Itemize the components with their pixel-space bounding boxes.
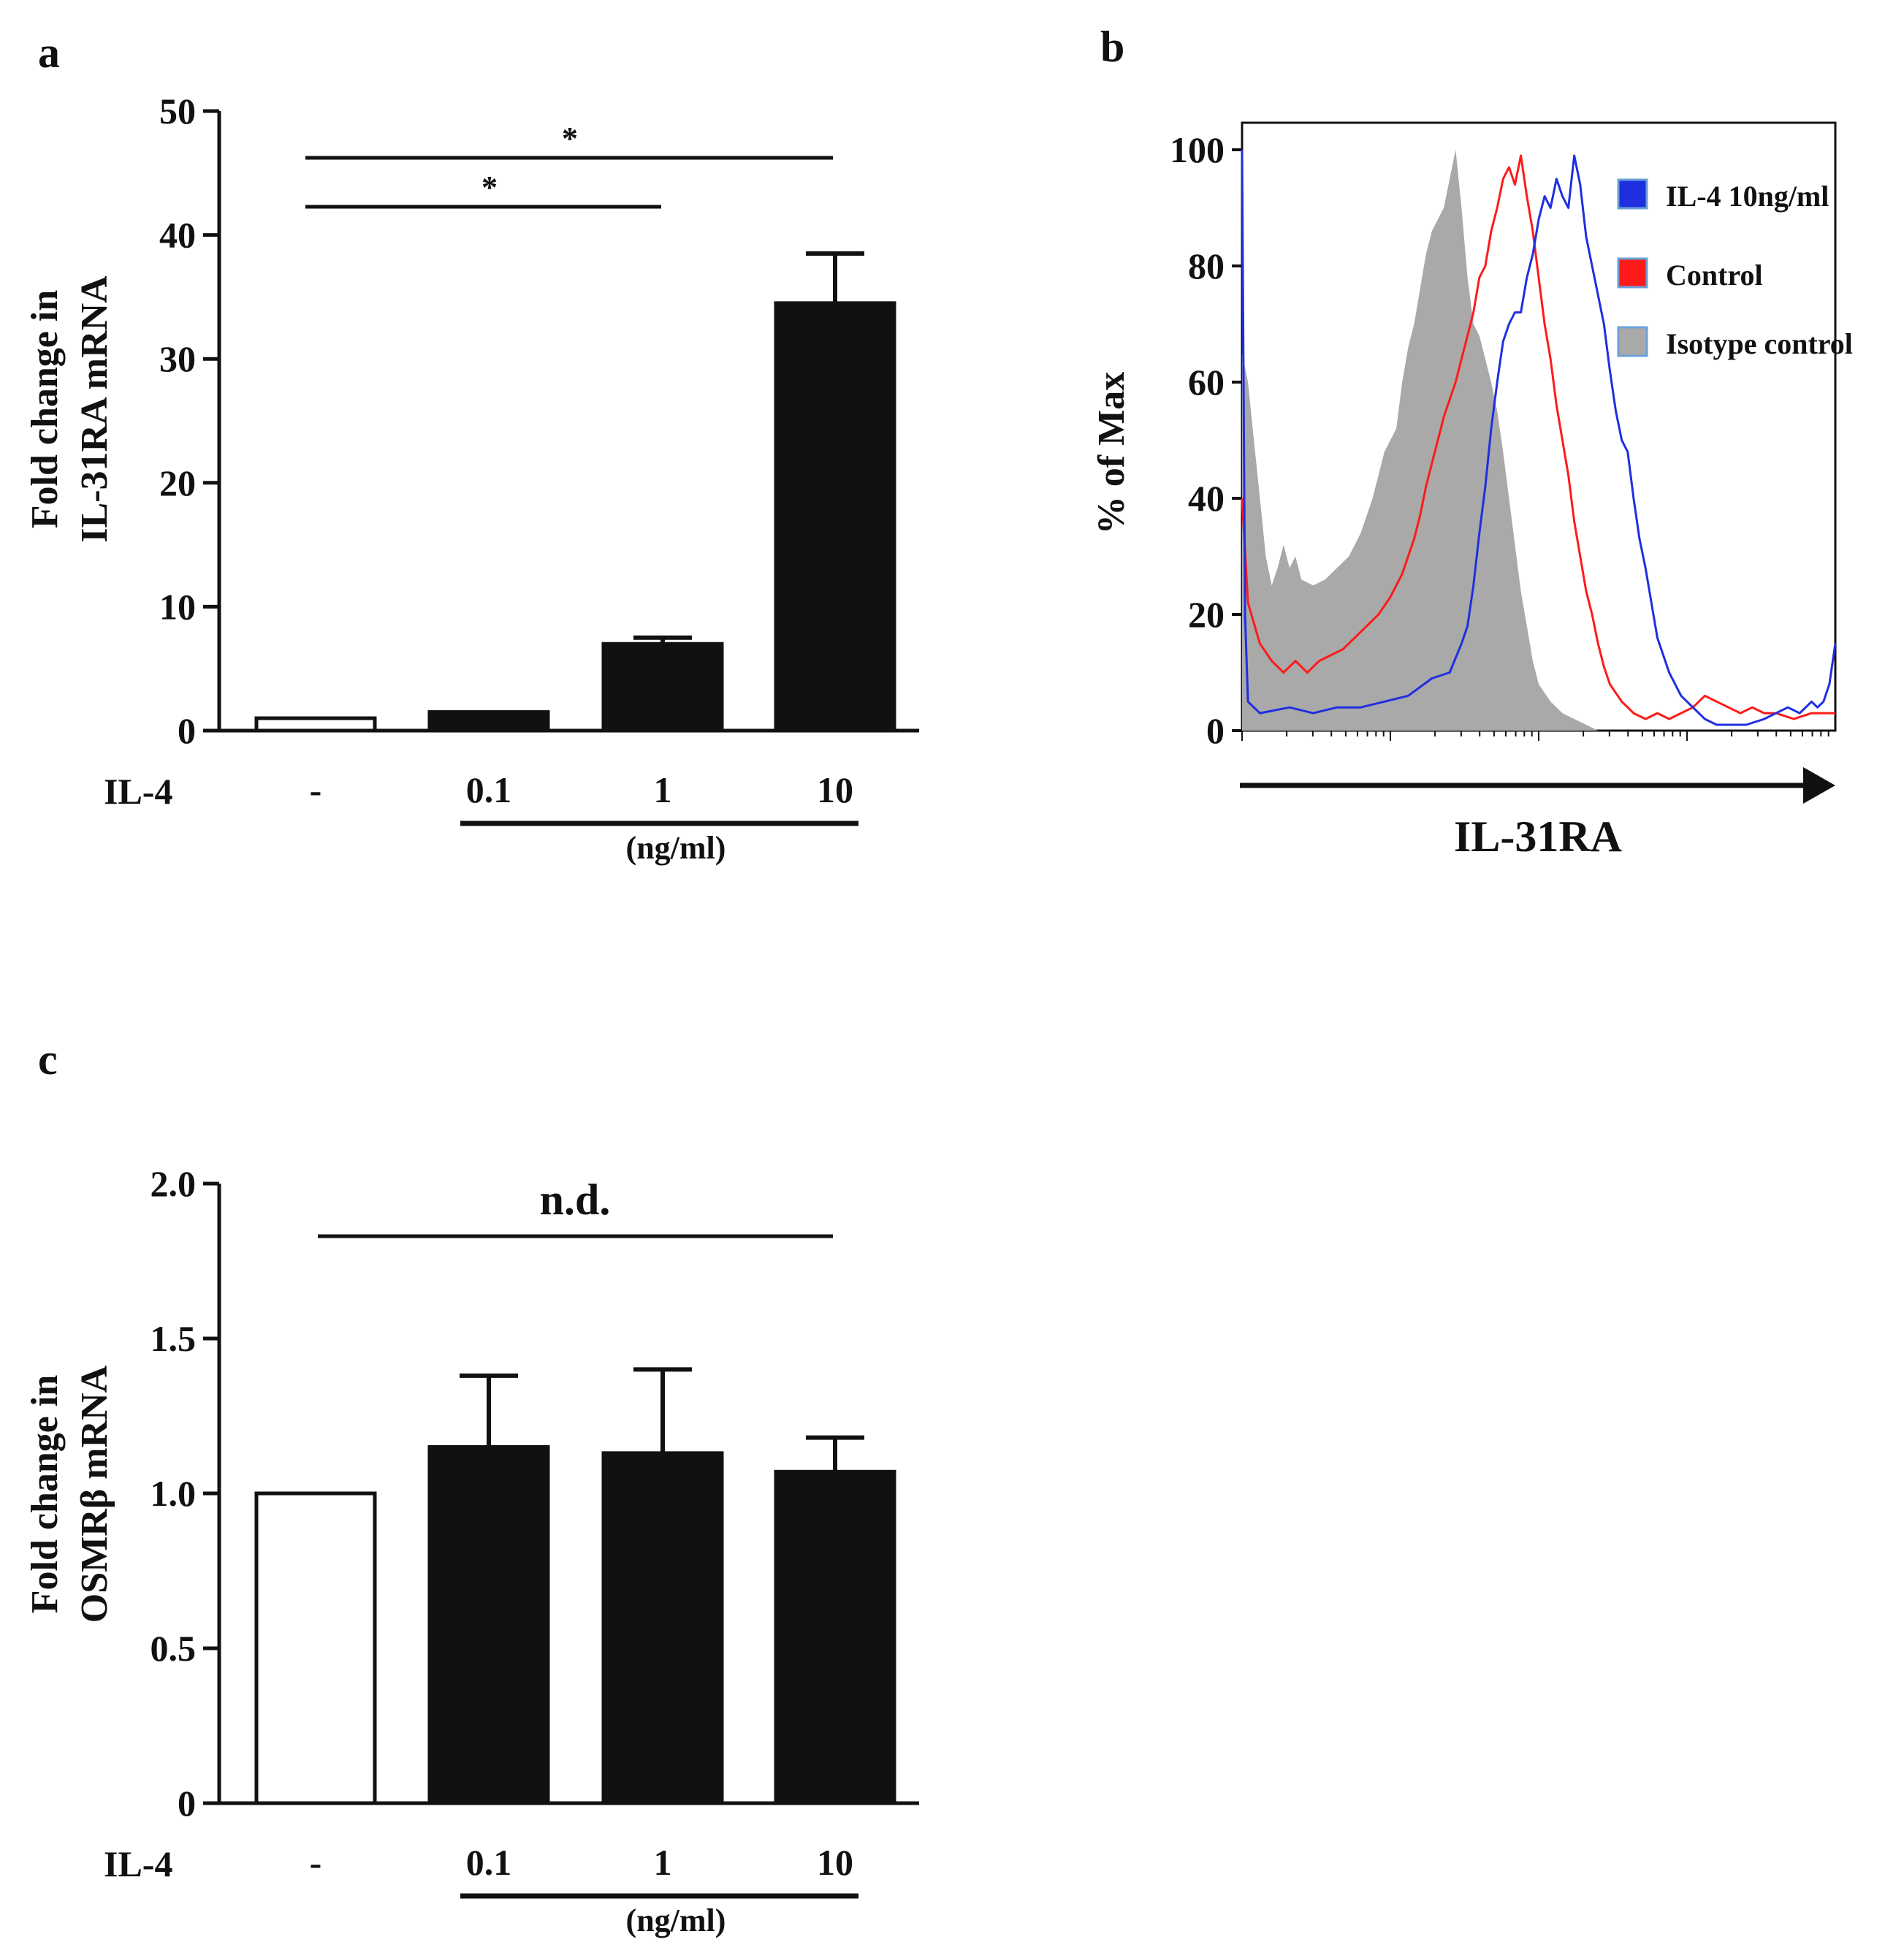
x-category-label: 10	[817, 1842, 853, 1883]
panel-a-y-tick-label: 0	[178, 710, 196, 751]
panel-b-series	[1241, 149, 1837, 731]
panel-a-x-row-label: IL-4	[104, 771, 172, 812]
x-category-label: 1	[654, 1842, 672, 1883]
panel-b-ylabel: % of Max	[1091, 372, 1132, 534]
bar-0.1	[427, 710, 550, 733]
x-category-label: 10	[817, 769, 853, 810]
panel-b-xlabel: IL-31RA	[1454, 812, 1622, 861]
panel-c-y-ticks: 0 0.5 1.0 1.5 2.0	[151, 1163, 219, 1824]
panel-a: a Fold change in IL-31RA mRNA 0 10 20 30 40 5…	[24, 28, 919, 866]
panel-b-y-tick-label: 80	[1188, 245, 1225, 286]
legend-label-isotype: Isotype control	[1666, 327, 1853, 360]
panel-b-x-arrow-head	[1803, 767, 1835, 804]
panel-c-ylabel: Fold change in OSMRβ mRNA	[24, 1365, 115, 1623]
panel-c-x-categories: - 0.1 1 10	[310, 1842, 853, 1883]
panel-b-y-tick-label: 60	[1188, 362, 1225, 403]
legend-swatch-control	[1617, 257, 1648, 289]
panel-c: c Fold change in OSMRβ mRNA 0 0.5 1.0 1.5 2.…	[24, 1035, 919, 1938]
panel-b-x-minor-ticks	[1241, 731, 1829, 741]
series-isotype-control	[1242, 150, 1835, 731]
panel-c-bars	[254, 1367, 896, 1805]
panel-a-bars	[254, 251, 896, 733]
x-category-label: 0.1	[466, 1842, 512, 1883]
panel-a-ylabel-line2: IL-31RA mRNA	[74, 275, 115, 543]
significance-label: *	[481, 170, 498, 205]
bar-10	[774, 301, 896, 733]
panel-a-y-tick-label: 20	[159, 462, 196, 503]
panel-b-y-tick-label: 100	[1170, 129, 1225, 170]
panel-c-y-tick-label: 0.5	[151, 1628, 197, 1669]
panel-c-y-tick-label: 0	[178, 1783, 196, 1824]
legend-label-il4: IL-4 10ng/ml	[1666, 180, 1829, 213]
panel-c-unit-label: (ng/ml)	[626, 1903, 726, 1938]
x-category-label: -	[310, 1842, 322, 1883]
series-il4-10ng	[1241, 149, 1837, 726]
panel-a-y-tick-label: 50	[159, 91, 196, 132]
panel-a-significance: **	[305, 121, 833, 209]
panel-c-y-tick-label: 2.0	[151, 1163, 197, 1204]
legend-swatch-isotype	[1617, 326, 1648, 357]
panel-b-label: b	[1100, 23, 1124, 71]
panel-b-y-tick-label: 20	[1188, 594, 1225, 635]
bar-control	[254, 1491, 377, 1805]
series-control	[1241, 154, 1835, 720]
bar-control	[254, 716, 377, 733]
legend-swatch-il4	[1617, 178, 1648, 210]
panel-b-legend: IL-4 10ng/ml Control Isotype control	[1617, 178, 1853, 360]
significance-label: *	[562, 121, 578, 156]
panel-c-y-tick-label: 1.0	[151, 1473, 197, 1514]
panel-a-y-tick-label: 40	[159, 215, 196, 256]
panel-a-x-categories: - 0.1 1 10	[310, 769, 853, 810]
panel-c-y-tick-label: 1.5	[151, 1318, 197, 1359]
bar-1	[601, 1451, 724, 1805]
panel-a-y-ticks: 0 10 20 30 40 50	[159, 91, 219, 751]
panel-c-significance: n.d.	[318, 1176, 833, 1238]
bar-0.1	[427, 1444, 550, 1805]
significance-label: n.d.	[540, 1176, 611, 1224]
panel-b-y-ticks: 0 20 40 60 80 100	[1170, 129, 1242, 751]
panel-c-x-row-label: IL-4	[104, 1843, 172, 1884]
panel-a-unit-label: (ng/ml)	[626, 830, 726, 866]
panel-c-ylabel-line1: Fold change in	[24, 1375, 66, 1614]
panel-b-y-tick-label: 40	[1188, 478, 1225, 519]
panel-a-y-tick-label: 30	[159, 338, 196, 379]
panel-b-y-tick-label: 0	[1206, 710, 1225, 751]
x-category-label: 1	[654, 769, 672, 810]
panel-a-ylabel-line1: Fold change in	[24, 290, 66, 529]
panel-b: b % of Max 0 20 40 60 80 100 IL-4 10ng/ml Con…	[1091, 23, 1853, 861]
bar-1	[601, 641, 724, 733]
x-category-label: -	[310, 769, 322, 810]
panel-a-y-tick-label: 10	[159, 586, 196, 627]
panel-c-ylabel-line2: OSMRβ mRNA	[74, 1365, 115, 1623]
panel-a-label: a	[38, 28, 60, 77]
bar-10	[774, 1469, 896, 1805]
legend-label-control: Control	[1666, 259, 1763, 292]
panel-a-ylabel: Fold change in IL-31RA mRNA	[24, 275, 115, 543]
panel-c-label: c	[38, 1035, 58, 1084]
x-category-label: 0.1	[466, 769, 512, 810]
